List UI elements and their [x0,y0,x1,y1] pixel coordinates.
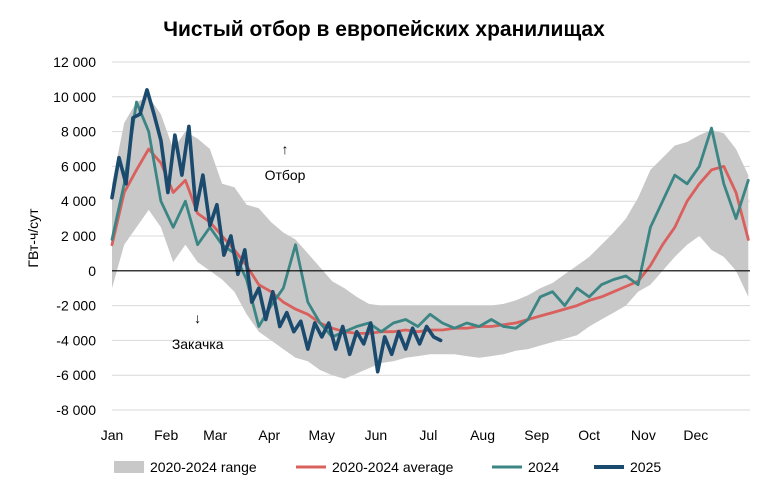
legend-label: 2020-2024 range [150,459,257,475]
x-tick-label: Feb [154,427,178,443]
axes: 12 000 10 000 8 000 6 000 4 000 2 000 0 -2 000 -… [53,54,750,443]
annotation-label: Закачка [172,336,224,352]
series-layer [110,88,750,379]
y-tick-label: -6 000 [56,367,96,383]
x-tick-label: Apr [258,427,280,443]
y-tick-label: 2 000 [61,228,96,244]
y-tick-label: 12 000 [53,54,96,70]
chart-title: Чистый отбор в европейских хранилищах [163,18,605,41]
y-tick-label: -2 000 [56,298,96,314]
y-tick-label: 4 000 [61,193,96,209]
x-tick-label: Aug [470,427,495,443]
annotation-label: Отбор [265,167,306,183]
annotations: ↑ Отбор ↓ Закачка [172,141,306,352]
annotation-arrow-up: ↑ [282,141,289,157]
legend-swatch [114,461,144,473]
x-tick-label: Jan [101,427,124,443]
legend-label: 2025 [630,459,661,475]
y-tick-label: 8 000 [61,124,96,140]
y-tick-label: 6 000 [61,158,96,174]
x-tick-label: Dec [683,427,708,443]
legend-label: 2024 [528,459,559,475]
series-line-2024 [110,100,750,339]
x-tick-label: Jun [365,427,388,443]
legend: 2020-2024 range 2020-2024 average 2024 2025 [114,459,661,475]
y-tick-label: -4 000 [56,332,96,348]
series-line-2025 [110,88,443,374]
x-tick-label: May [309,427,335,443]
y-tick-label: 0 [88,263,96,279]
annotation-arrow-down: ↓ [194,310,201,326]
x-tick-label: Oct [578,427,600,443]
x-tick-label: Jul [419,427,437,443]
x-tick-label: Sep [524,427,549,443]
x-tick-label: Mar [203,427,227,443]
y-tick-label: 10 000 [53,89,96,105]
y-axis-label: ГВт-ч/сут [25,208,41,268]
x-tick-label: Nov [631,427,656,443]
y-tick-label: -8 000 [56,402,96,418]
legend-label: 2020-2024 average [332,459,454,475]
